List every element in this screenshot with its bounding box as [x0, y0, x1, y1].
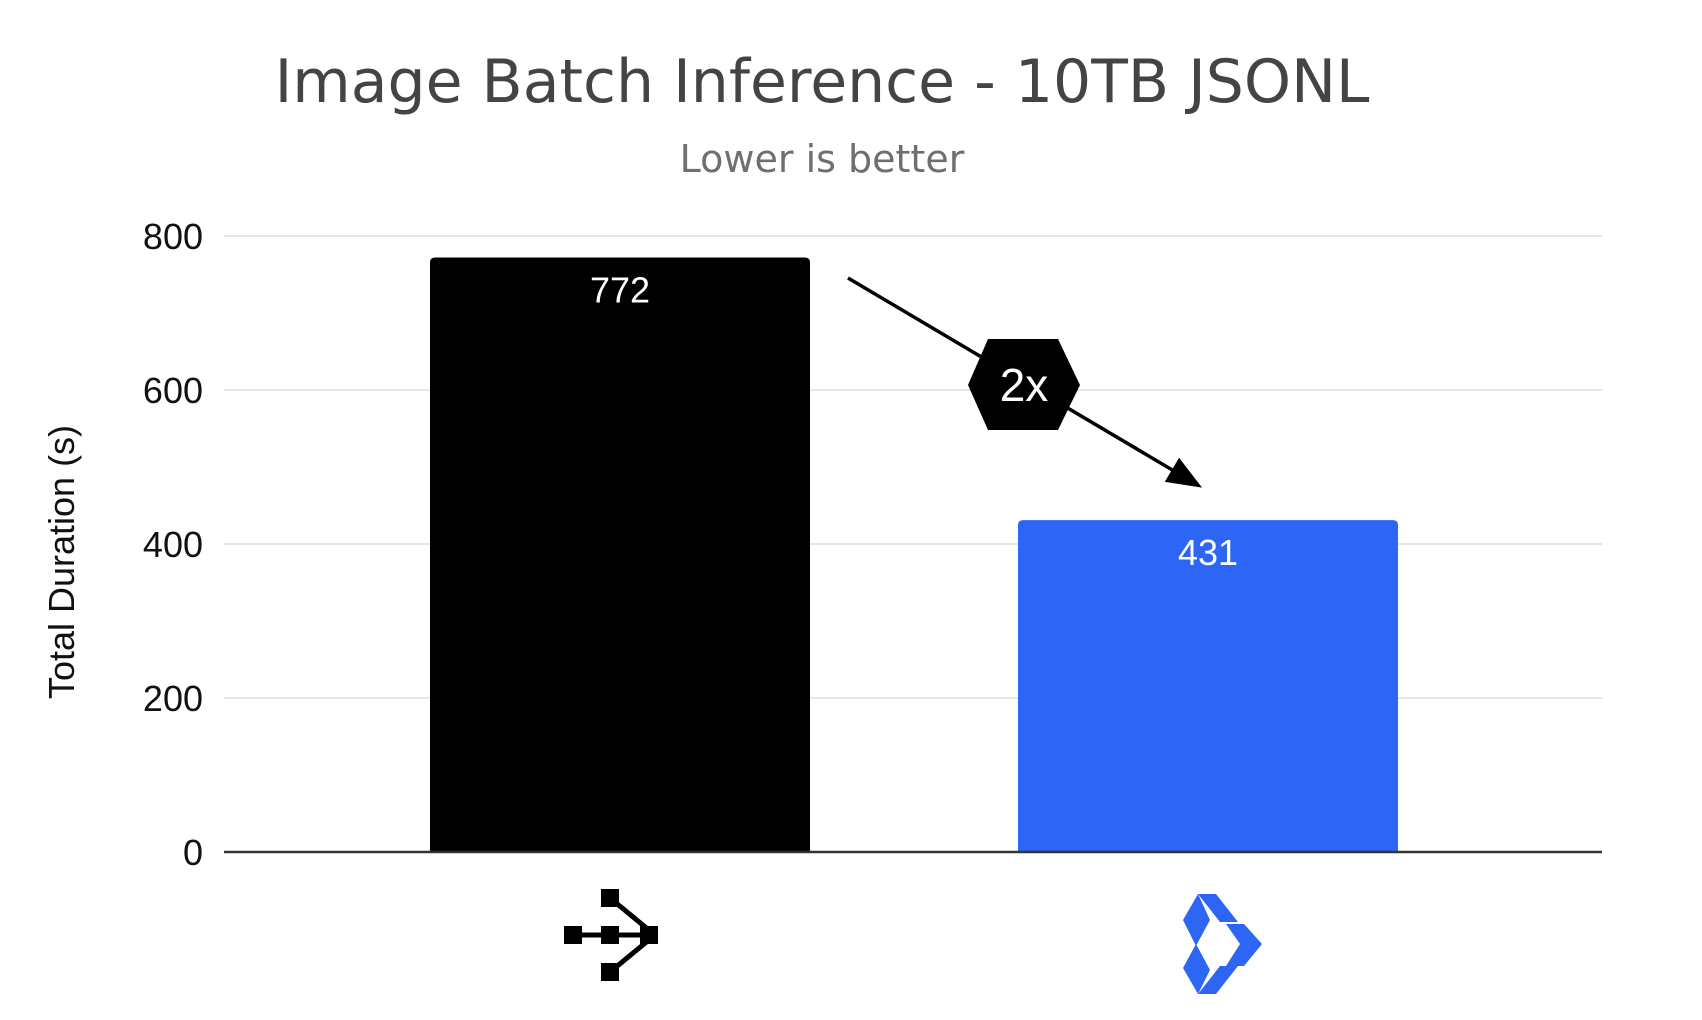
y-tick-label: 600 [143, 370, 203, 411]
bar-value-label: 431 [1178, 532, 1238, 573]
bar [430, 257, 810, 852]
y-tick-label: 400 [143, 524, 203, 565]
y-tick-label: 0 [183, 832, 203, 873]
speedup-annotation: 2x [847, 276, 1203, 488]
y-tick-label: 200 [143, 678, 203, 719]
speedup-label: 2x [1000, 359, 1049, 411]
bar [1018, 520, 1398, 852]
y-tick-label: 800 [143, 216, 203, 257]
y-axis-ticks: 0 200 400 600 800 [143, 216, 203, 873]
speedup-badge [968, 339, 1080, 430]
y-axis-label: Total Duration (s) [41, 425, 82, 699]
chart-title: Image Batch Inference - 10TB JSONL [275, 47, 1370, 117]
bar-value-label: 772 [590, 270, 650, 311]
cube-logo-icon [1183, 894, 1262, 994]
bars: 772 431 [430, 257, 1398, 852]
workflow-icon [564, 889, 658, 981]
chart-subtitle: Lower is better [680, 137, 965, 181]
